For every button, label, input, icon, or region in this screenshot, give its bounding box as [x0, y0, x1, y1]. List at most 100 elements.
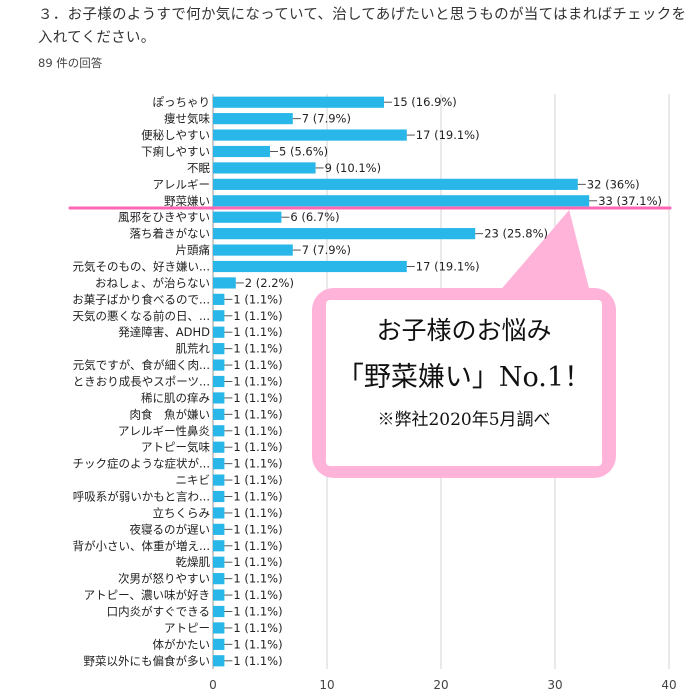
question-text: ３．お子様のようすで何か気になっていて、治してあげたいと思うものが当てはまればチ… [38, 7, 687, 46]
category-label: おねしょ、が治らない [95, 276, 210, 290]
category-label: 不眠 [187, 161, 210, 175]
x-tick-label: 20 [433, 678, 448, 692]
bar [213, 638, 225, 650]
bar [213, 458, 225, 470]
data-label: 1 (1.1%) [233, 473, 282, 487]
bar [213, 573, 225, 585]
data-label: 1 (1.1%) [233, 539, 282, 553]
data-label: 1 (1.1%) [233, 358, 282, 372]
x-tick-label: 40 [661, 678, 676, 692]
data-label: 1 (1.1%) [233, 588, 282, 602]
category-label: 痩せ気味 [164, 112, 210, 126]
category-label: ときおり成長やスポーツ... [73, 375, 210, 389]
category-label: 便秘しやすい [141, 128, 210, 142]
data-label: 17 (19.1%) [416, 260, 480, 274]
category-label: ぽっちゃり [153, 95, 211, 109]
data-label: 9 (10.1%) [325, 161, 381, 175]
data-label: 1 (1.1%) [233, 407, 282, 421]
bar [213, 244, 293, 256]
data-label: 1 (1.1%) [233, 457, 282, 471]
callout-note: ※弊社2020年5月調べ [377, 410, 551, 430]
data-label: 1 (1.1%) [233, 325, 282, 339]
category-label: 野菜以外にも偏食が多い [84, 654, 211, 668]
response-count: 89 件の回答 [38, 56, 103, 70]
category-label: 次男が怒りやすい [118, 572, 210, 586]
data-label: 5 (5.6%) [279, 145, 328, 159]
data-label: 1 (1.1%) [233, 440, 282, 454]
bar [213, 507, 225, 519]
bar [213, 293, 225, 305]
category-label: 乾燥肌 [176, 555, 211, 569]
category-label: 肉食 魚が嫌い [130, 407, 211, 421]
bar [213, 622, 225, 634]
category-label: アトピー気味 [141, 440, 210, 454]
bar [213, 655, 225, 667]
bar [213, 211, 282, 223]
callout-pointer [492, 210, 592, 300]
bar [213, 392, 225, 404]
category-label: アレルギー [153, 177, 211, 191]
category-label: 風邪をひきやすい [118, 210, 210, 224]
category-label: 片頭痛 [176, 243, 211, 257]
x-tick-label: 10 [319, 678, 334, 692]
bar [213, 343, 225, 355]
bar [213, 523, 225, 535]
category-label: アトピー [164, 621, 210, 635]
data-label: 2 (2.2%) [245, 276, 294, 290]
callout-title: お子様のお悩み [376, 316, 552, 345]
category-label: アトピー、濃い味が好き [84, 588, 210, 602]
bar [213, 408, 225, 420]
callout-panel: お子様のお悩み 「野菜嫌い」No.1！ ※弊社2020年5月調べ [326, 300, 602, 466]
bar [213, 277, 236, 289]
category-label: 夜寝るのが遅い [130, 522, 211, 536]
category-label: 発達障害、ADHD [118, 325, 210, 339]
bar [213, 556, 225, 568]
category-label: 呼吸系が弱いかもと言わ... [73, 490, 210, 504]
callout-headline: 「野菜嫌い」No.1！ [336, 362, 592, 393]
bar [213, 310, 225, 322]
bar [213, 359, 225, 371]
data-label: 1 (1.1%) [233, 637, 282, 651]
data-label: 15 (16.9%) [393, 95, 457, 109]
x-tick-label: 0 [209, 678, 217, 692]
bar [213, 490, 225, 503]
bar [213, 425, 225, 437]
bar [213, 589, 225, 601]
bar [213, 162, 316, 174]
bar [213, 540, 225, 552]
category-label: お菓子ばかり食べるので... [72, 292, 210, 306]
data-label: 1 (1.1%) [233, 555, 282, 569]
data-label: 1 (1.1%) [233, 309, 282, 323]
category-label: 稀に肌の痒み [141, 391, 210, 405]
category-label: 野菜嫌い [164, 194, 210, 208]
data-label: 33 (37.1%) [598, 194, 662, 208]
bar [213, 375, 225, 388]
data-label: 1 (1.1%) [233, 424, 282, 438]
bar [213, 605, 225, 618]
data-label: 17 (19.1%) [416, 128, 480, 142]
data-label: 6 (6.7%) [290, 210, 339, 224]
category-label: 下痢しやすい [141, 145, 210, 159]
data-label: 1 (1.1%) [233, 375, 282, 389]
bar [213, 96, 384, 108]
category-label: 背が小さい、体重が増え... [73, 539, 210, 553]
bar [213, 145, 270, 158]
x-tick-label: 30 [547, 678, 562, 692]
bar [213, 260, 407, 273]
data-label: 7 (7.9%) [302, 243, 351, 257]
data-label: 32 (36%) [587, 177, 640, 191]
data-label: 23 (25.8%) [484, 227, 548, 241]
data-label: 1 (1.1%) [233, 292, 282, 306]
category-label: チック症のような症状が... [73, 457, 210, 471]
bar [213, 228, 476, 240]
bar [213, 474, 225, 486]
data-label: 1 (1.1%) [233, 506, 282, 520]
category-label: ニキビ [176, 473, 211, 487]
category-label: 口内炎がすぐできる [107, 605, 210, 619]
category-label: 元気そのもの、好き嫌い... [73, 260, 210, 274]
data-label: 1 (1.1%) [233, 490, 282, 504]
category-label: 天気の悪くなる前の日、... [73, 309, 210, 323]
bar [213, 113, 293, 125]
bar [213, 178, 578, 190]
